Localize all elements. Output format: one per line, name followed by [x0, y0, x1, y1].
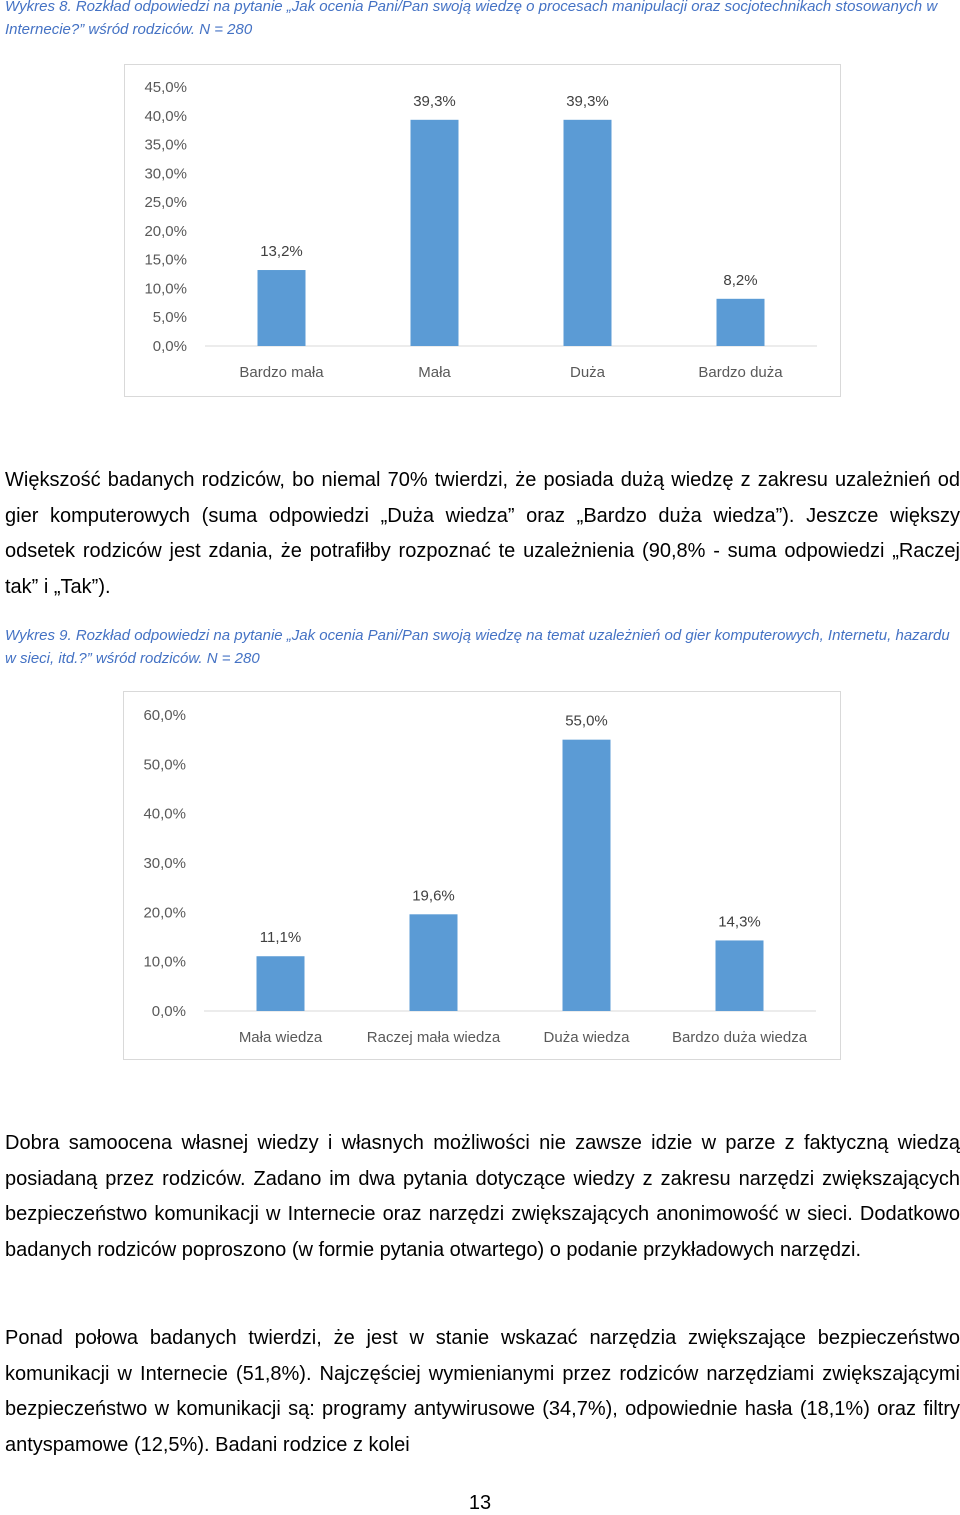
chart2-y-tick-label: 20,0%	[143, 904, 186, 921]
chart2-category-label: Raczej mała wiedza	[367, 1029, 501, 1046]
chart2-data-label: 14,3%	[718, 913, 761, 930]
chart1-caption: Wykres 8. Rozkład odpowiedzi na pytanie …	[5, 0, 938, 38]
chart1-frame: 0,0% 5,0% 10,0% 15,0% 20,0% 25,0% 30,0% 35,0% 40…	[124, 64, 841, 397]
chart2-svg: 0,0% 10,0% 20,0% 30,0% 40,0% 50,0% 60,0% 11,1% M…	[143, 707, 816, 1046]
chart1-y-tick-label: 45,0%	[144, 79, 187, 96]
chart1-data-label: 13,2%	[260, 243, 303, 260]
chart2-y-tick-label: 0,0%	[152, 1003, 186, 1020]
chart2-bar	[715, 940, 764, 1011]
chart2-bar	[562, 739, 611, 1011]
chart1-y-tick-label: 35,0%	[144, 137, 187, 154]
chart2-y-tick-label: 50,0%	[143, 756, 186, 773]
paragraph-2: Dobra samoocena własnej wiedzy i własnyc…	[5, 1132, 960, 1261]
chart2-data-label: 11,1%	[260, 929, 301, 946]
chart1-category-label: Bardzo duża	[698, 364, 783, 381]
paragraph-3: Ponad połowa badanych twierdzi, że jest …	[5, 1327, 960, 1456]
chart1-y-tick-label: 20,0%	[144, 223, 187, 240]
chart1-y-tick-label: 40,0%	[144, 108, 187, 125]
chart1-category-label: Bardzo mała	[239, 364, 324, 381]
chart1-y-tick-label: 30,0%	[144, 165, 187, 182]
chart1-svg: 0,0% 5,0% 10,0% 15,0% 20,0% 25,0% 30,0% 35,0% 40…	[144, 79, 817, 381]
chart2-category-label: Mała wiedza	[239, 1029, 323, 1046]
chart2-data-label: 55,0%	[565, 713, 608, 730]
chart2-y-tick-label: 60,0%	[143, 707, 186, 724]
chart1-y-tick-label: 0,0%	[153, 338, 187, 355]
chart1-bar	[257, 270, 306, 346]
chart1-category-label: Mała	[418, 364, 451, 381]
chart1-bar	[410, 119, 459, 346]
chart2-bar	[409, 914, 458, 1011]
paragraph-1: Większość badanych rodziców, bo niemal 7…	[5, 469, 960, 598]
chart2-category-label: Duża wiedza	[544, 1029, 631, 1046]
chart2-data-label: 19,6%	[412, 887, 455, 904]
chart1-y-tick-label: 15,0%	[144, 252, 187, 269]
chart2-category-label: Bardzo duża wiedza	[672, 1029, 808, 1046]
chart1-data-label: 39,3%	[413, 93, 456, 110]
chart1-category-label: Duża	[570, 364, 606, 381]
page-number: 13	[468, 1492, 492, 1514]
chart2-y-tick-label: 30,0%	[143, 855, 186, 872]
chart2-y-tick-label: 10,0%	[143, 954, 186, 971]
chart2-bar	[256, 956, 305, 1011]
chart2-y-tick-label: 40,0%	[143, 806, 186, 823]
chart1-data-label: 39,3%	[566, 93, 609, 110]
chart1-y-tick-label: 10,0%	[144, 280, 187, 297]
chart1-y-tick-label: 25,0%	[144, 194, 187, 211]
chart2-caption: Wykres 9. Rozkład odpowiedzi na pytanie …	[5, 627, 950, 667]
chart2-frame: 0,0% 10,0% 20,0% 30,0% 40,0% 50,0% 60,0% 11,1% M…	[123, 691, 841, 1060]
chart1-data-label: 8,2%	[723, 272, 757, 289]
chart1-bar	[716, 298, 765, 346]
chart1-bar	[563, 119, 612, 346]
chart1-y-tick-label: 5,0%	[153, 309, 187, 326]
